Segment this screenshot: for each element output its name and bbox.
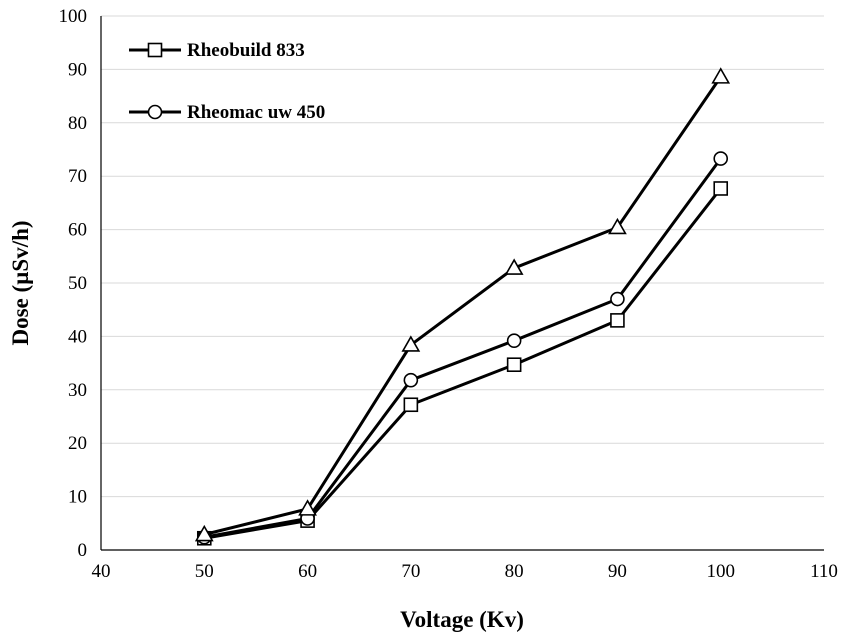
data-series [194,67,731,546]
series-1-point-70 [403,397,419,413]
axes [100,16,824,551]
x-tick-label-100: 100 [706,561,735,582]
series-3 [194,67,731,542]
series-3-point-90 [608,217,627,235]
gridlines [101,15,824,498]
y-tick-label-10: 10 [68,487,87,508]
series-3-point-70 [401,335,421,352]
series-2-point-100 [713,151,729,166]
legend-marker-1 [147,42,163,58]
x-tick-label-60: 60 [298,561,317,582]
x-axis-title: Voltage (Kv) [400,607,524,632]
series-2-line [204,157,722,539]
y-axis-title: Dose (µSv/h) [8,220,33,345]
x-tick-label-40: 40 [92,561,111,582]
series-3-point-50 [194,524,214,542]
series-1-line [204,187,722,540]
legend-marker-2 [147,104,163,120]
x-tick-label-70: 70 [401,561,420,582]
series-2 [196,151,729,545]
y-tick-label-50: 50 [68,273,87,294]
y-tick-label-60: 60 [68,220,87,241]
series-2-point-80 [506,333,522,348]
x-tick-label-50: 50 [195,561,214,582]
y-tick-label-20: 20 [68,433,87,454]
series-1-point-80 [506,357,522,373]
y-tick-label-80: 80 [68,113,87,134]
legend-label-2: Rheomac uw 450 [187,102,325,123]
y-tick-label-90: 90 [68,59,87,80]
x-tick-label-90: 90 [608,561,627,582]
x-tick-label-80: 80 [505,561,524,582]
series-1 [196,181,729,546]
series-3-line [203,76,722,536]
y-tick-label-70: 70 [68,166,87,187]
y-tick-label-100: 100 [59,6,88,27]
y-tick-labels: 0 10 20 30 40 50 60 70 80 90 100 [59,6,88,561]
series-2-point-70 [403,372,419,388]
series-3-point-100 [711,67,731,84]
legend-item-1: Rheobuild 833 [129,40,305,61]
y-tick-label-30: 30 [68,380,87,401]
series-3-point-60 [298,499,317,516]
x-tick-labels: 40 50 60 70 80 90 100 110 [92,561,838,582]
y-tick-label-40: 40 [68,326,87,347]
series-2-point-90 [610,291,625,307]
series-3-point-80 [504,258,524,275]
series-1-point-90 [610,313,625,328]
y-tick-label-0: 0 [78,540,88,561]
series-1-point-100 [713,181,729,196]
legend: Rheobuild 833 Rheomac uw 450 [129,40,325,123]
x-tick-label-110: 110 [810,561,838,582]
legend-item-2: Rheomac uw 450 [129,102,325,123]
legend-label-1: Rheobuild 833 [187,40,305,61]
